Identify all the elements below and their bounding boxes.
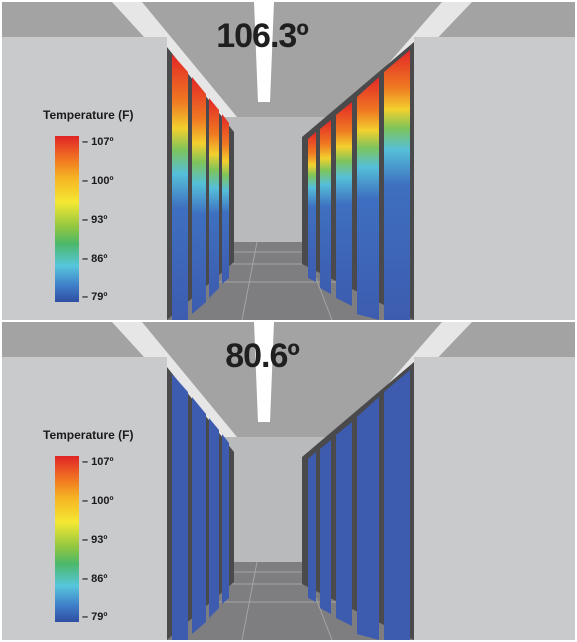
legend-title: Temperature (F) [43, 428, 134, 442]
legend-tick-107: – 107º [82, 456, 114, 468]
data-center-panel-hot: 106.3º Temperature (F) – 107º – 100º – 9… [2, 2, 575, 320]
legend-tick-79: – 79º [82, 611, 108, 623]
temperature-color-scale [55, 136, 79, 302]
legend-tick-86: – 86º [82, 253, 108, 265]
aisle-illustration [2, 2, 575, 320]
temperature-readout: 106.3º [216, 17, 309, 55]
legend-title: Temperature (F) [43, 108, 134, 122]
aisle-illustration [2, 322, 575, 640]
legend-tick-93: – 93º [82, 534, 108, 546]
legend-tick-100: – 100º [82, 495, 114, 507]
legend-tick-79: – 79º [82, 291, 108, 303]
temperature-color-scale [55, 456, 79, 622]
legend-tick-107: – 107º [82, 136, 114, 148]
legend-tick-86: – 86º [82, 573, 108, 585]
temperature-readout: 80.6º [225, 337, 300, 375]
data-center-panel-cool: 80.6º Temperature (F) – 107º – 100º – 93… [2, 322, 575, 640]
legend-tick-93: – 93º [82, 214, 108, 226]
legend-tick-100: – 100º [82, 175, 114, 187]
